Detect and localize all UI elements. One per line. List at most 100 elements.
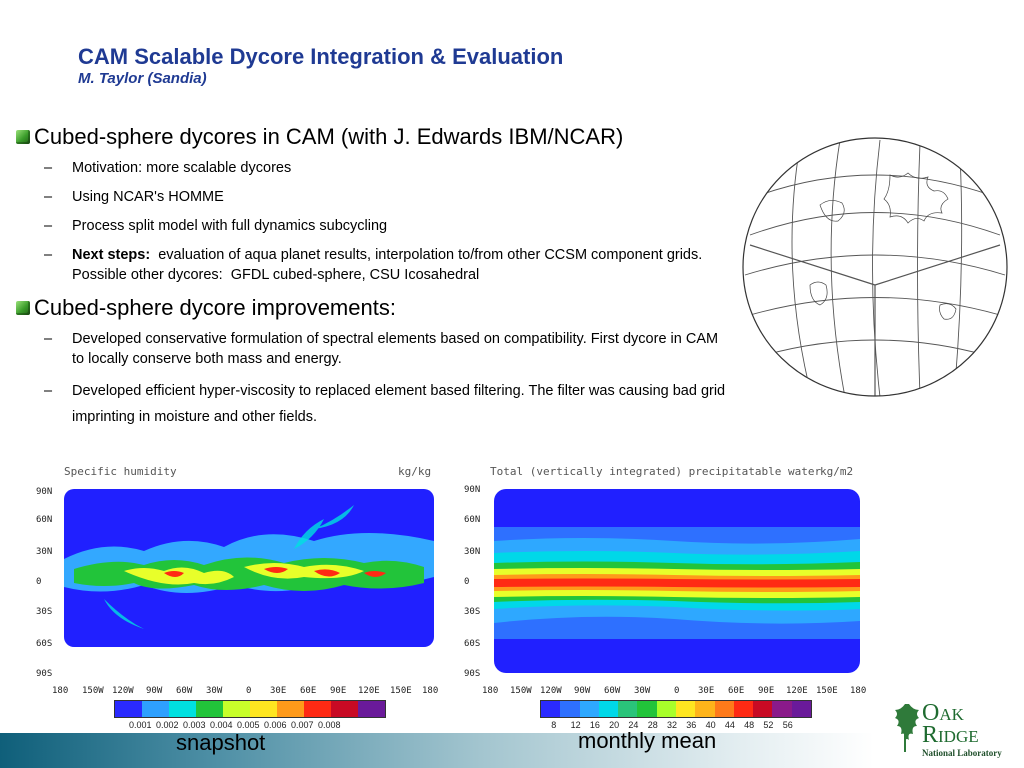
colorbar-swatch (223, 701, 250, 717)
lat-label: 30N (36, 547, 53, 557)
colorbar-label: 12 (570, 720, 581, 730)
sub-bullet: – Developed conservative formulation of s… (44, 329, 728, 369)
lon-label: 120E (358, 686, 380, 696)
lat-label: 30S (36, 607, 53, 617)
colorbar-label: 36 (686, 720, 697, 730)
sub-bullet-text-wrap: Next steps: evaluation of aqua planet re… (72, 245, 728, 285)
sub-bullet: – Process split model with full dynamics … (44, 216, 728, 236)
bullet-text: Cubed-sphere dycores in CAM (with J. Edw… (34, 124, 624, 149)
colorbar-swatch (169, 701, 196, 717)
map-title: Specific humidity (64, 465, 177, 478)
colorbar-swatch (753, 701, 773, 717)
logo-name: Oak Ridge (922, 700, 979, 748)
lat-label: 60S (36, 639, 53, 649)
colorbar-swatch (358, 701, 385, 717)
bullet-list: Cubed-sphere dycores in CAM (with J. Edw… (16, 124, 728, 440)
lon-label: 90E (330, 686, 347, 696)
slide-title: CAM Scalable Dycore Integration & Evalua… (78, 44, 564, 69)
bullet-level1: Cubed-sphere dycores in CAM (with J. Edw… (16, 124, 728, 150)
colorbar-swatch (331, 701, 358, 717)
lon-label: 30E (270, 686, 287, 696)
lon-label: 90E (758, 686, 775, 696)
lat-label: 60N (36, 515, 53, 525)
lat-label: 0 (464, 577, 470, 587)
sub-bullet: – Next steps: evaluation of aqua planet r… (44, 245, 728, 285)
colorbar (540, 700, 812, 718)
colorbar-label: 52 (763, 720, 774, 730)
colorbar-label: 0.006 (264, 720, 287, 730)
colorbar-swatch (618, 701, 638, 717)
humidity-field (64, 489, 434, 647)
footer-band (0, 733, 874, 768)
colorbar-label: 32 (667, 720, 678, 730)
colorbar-swatch (772, 701, 792, 717)
bullet-text: Cubed-sphere dycore improvements: (34, 295, 396, 320)
map-units: kg/kg (398, 465, 432, 478)
colorbar-label: 0.002 (156, 720, 179, 730)
colorbar-swatch (541, 701, 561, 717)
lat-label: 30N (464, 547, 481, 557)
dash-icon: – (44, 160, 53, 176)
lon-label: 30E (698, 686, 715, 696)
sub-bullet: – Motivation: more scalable dycores (44, 158, 728, 178)
colorbar-swatch (142, 701, 169, 717)
lon-label: 150W (82, 686, 104, 696)
colorbar-swatch (560, 701, 580, 717)
colorbar-label: 16 (589, 720, 600, 730)
oak-ridge-logo: Oak Ridge National Laboratory (890, 700, 1020, 762)
lon-label: 180 (482, 686, 499, 696)
colorbar-swatch (637, 701, 657, 717)
lat-label: 90N (36, 487, 53, 497)
lon-label: 60W (176, 686, 193, 696)
lon-label: 150W (510, 686, 532, 696)
sub-bullet-text: evaluation of aqua planet results, inter… (72, 247, 711, 283)
map-units: kg/m2 (820, 465, 854, 478)
right-map-caption: monthly mean (578, 728, 717, 753)
colorbar-swatch (277, 701, 304, 717)
lon-label: 0 (246, 686, 252, 696)
colorbar-swatch (695, 701, 715, 717)
colorbar-label: 44 (724, 720, 735, 730)
colorbar-swatch (250, 701, 277, 717)
lon-label: 150E (816, 686, 838, 696)
slide-subtitle: M. Taylor (Sandia) (78, 70, 207, 87)
lon-label: 120W (112, 686, 134, 696)
lon-label: 90W (146, 686, 163, 696)
colorbar-label: 8 (551, 720, 557, 730)
lat-label: 0 (36, 577, 42, 587)
sub-bullet: – Developed efficient hyper-viscosity to … (44, 378, 728, 430)
sub-bullet-text: Developed efficient hyper-viscosity to r… (72, 383, 726, 425)
sub-bullet-text: Using NCAR's HOMME (72, 189, 224, 205)
lat-label: 90S (464, 669, 481, 679)
dash-icon: – (44, 218, 53, 234)
lon-label: 180 (52, 686, 69, 696)
dash-icon: – (44, 331, 53, 347)
logo-name-line1: Oak (922, 700, 964, 726)
colorbar (114, 700, 386, 718)
dash-icon: – (44, 247, 53, 263)
logo-name-line2: Ridge (922, 722, 979, 748)
lat-label: 60S (464, 639, 481, 649)
sub-bullet: – Using NCAR's HOMME (44, 187, 728, 207)
lon-label: 180 (850, 686, 867, 696)
cubed-sphere-globe-icon (742, 137, 1008, 397)
colorbar-swatch (714, 701, 734, 717)
colorbar-label: 48 (744, 720, 755, 730)
bullet-cube-icon (16, 301, 30, 315)
colorbar-label: 24 (628, 720, 639, 730)
dash-icon: – (44, 189, 53, 205)
colorbar-label: 0.004 (210, 720, 233, 730)
dash-icon: – (44, 383, 53, 399)
colorbar-swatch (304, 701, 331, 717)
specific-humidity-map: Specific humidity kg/kg 90N 60N 30N 0 30… (36, 465, 448, 735)
oak-leaf-icon (895, 704, 919, 752)
colorbar-swatch (598, 701, 619, 717)
lon-label: 30W (634, 686, 651, 696)
colorbar-swatch (675, 701, 696, 717)
colorbar-label: 40 (705, 720, 716, 730)
lat-label: 90N (464, 485, 481, 495)
bullet-cube-icon (16, 130, 30, 144)
sub-bullet-list: – Developed conservative formulation of s… (44, 329, 728, 430)
colorbar-label: 28 (647, 720, 658, 730)
lon-label: 30W (206, 686, 223, 696)
